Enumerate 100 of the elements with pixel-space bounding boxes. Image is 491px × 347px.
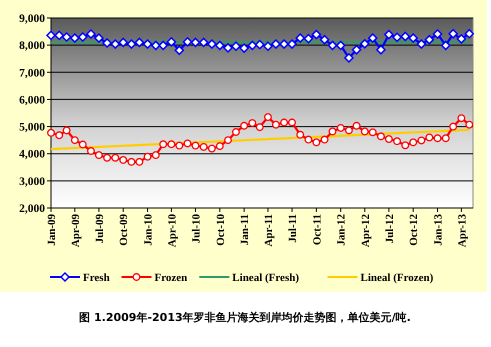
point [248, 40, 258, 50]
point [409, 138, 418, 146]
point [296, 130, 304, 139]
x-tick-label: Jan-12 [336, 214, 348, 246]
point [304, 136, 312, 144]
point [127, 158, 136, 166]
y-tick-label: 8,000 [19, 40, 46, 52]
x-tick-label: Jan-13 [432, 214, 445, 246]
point [352, 122, 361, 130]
point [336, 124, 345, 132]
point [231, 41, 241, 51]
point [232, 128, 240, 136]
x-tick-label: Jul-10 [190, 214, 202, 244]
point [256, 123, 264, 132]
point [151, 40, 161, 50]
point [198, 38, 208, 48]
point [175, 142, 184, 150]
legend-label: Lineal (Fresh) [232, 272, 300, 284]
point [432, 29, 442, 39]
x-tick-label: Jul-11 [287, 214, 300, 243]
point [200, 142, 208, 151]
y-tick-label: 7,000 [19, 67, 46, 80]
point [384, 30, 394, 40]
point [55, 131, 64, 140]
point [103, 154, 112, 162]
point [457, 114, 466, 122]
point [158, 40, 168, 50]
point [94, 33, 104, 43]
point [416, 39, 426, 49]
point [174, 46, 184, 56]
x-tick-label: Oct-12 [408, 214, 420, 246]
point [144, 152, 152, 161]
y-tick-label: 9,000 [19, 13, 46, 25]
point [271, 39, 281, 49]
point [102, 38, 112, 48]
point [152, 151, 160, 160]
x-tick-label: Oct-10 [214, 214, 227, 246]
point [264, 113, 272, 122]
point [434, 134, 442, 142]
point [376, 132, 385, 140]
x-tick-label: Jan-11 [239, 214, 252, 246]
x-tick-label: Jul-12 [384, 214, 396, 244]
y-tick-label: 3,000 [19, 176, 46, 188]
point [393, 137, 402, 146]
point [288, 118, 296, 126]
point [62, 126, 71, 134]
point [207, 39, 217, 49]
point [46, 30, 56, 40]
point [448, 28, 458, 38]
point [78, 140, 87, 148]
point [62, 32, 72, 42]
point [224, 136, 232, 144]
y-tick-label: 4,000 [19, 148, 46, 161]
point [167, 140, 176, 148]
x-tick-label: Apr-09 [70, 214, 82, 248]
point [352, 45, 362, 55]
point [118, 38, 128, 48]
point [312, 138, 320, 146]
point [263, 41, 273, 51]
point [279, 39, 289, 49]
point [192, 142, 200, 150]
point [86, 29, 96, 39]
point [442, 134, 450, 142]
x-tick-label: Jan-10 [142, 214, 155, 246]
point [320, 34, 330, 44]
point [142, 39, 152, 49]
point [70, 33, 80, 43]
y-tick-label: 6,000 [19, 94, 46, 106]
point [70, 136, 79, 144]
point [360, 128, 369, 136]
point [328, 128, 336, 136]
point [312, 30, 322, 40]
point [368, 128, 377, 136]
point [190, 38, 200, 48]
point [401, 141, 410, 150]
x-tick-label: Oct-09 [118, 214, 130, 246]
x-tick-label: Oct-11 [311, 214, 324, 246]
x-tick-label: Apr-13 [456, 214, 468, 248]
point [392, 32, 402, 42]
point [465, 120, 474, 129]
point [215, 40, 225, 50]
point [184, 139, 192, 148]
point [47, 128, 55, 137]
legend-label: Fresh [83, 272, 110, 284]
point [408, 33, 418, 43]
point [287, 39, 297, 49]
x-tick-label: Apr-11 [262, 214, 275, 247]
point [87, 147, 95, 155]
point [376, 45, 386, 55]
point [360, 39, 370, 49]
point [449, 122, 458, 131]
point [78, 32, 88, 42]
point [110, 39, 120, 49]
point [464, 28, 474, 38]
point [417, 136, 426, 144]
point [216, 142, 224, 150]
point [126, 39, 136, 49]
y-tick-label: 5,000 [19, 122, 46, 134]
point [119, 156, 128, 164]
point [248, 119, 256, 127]
